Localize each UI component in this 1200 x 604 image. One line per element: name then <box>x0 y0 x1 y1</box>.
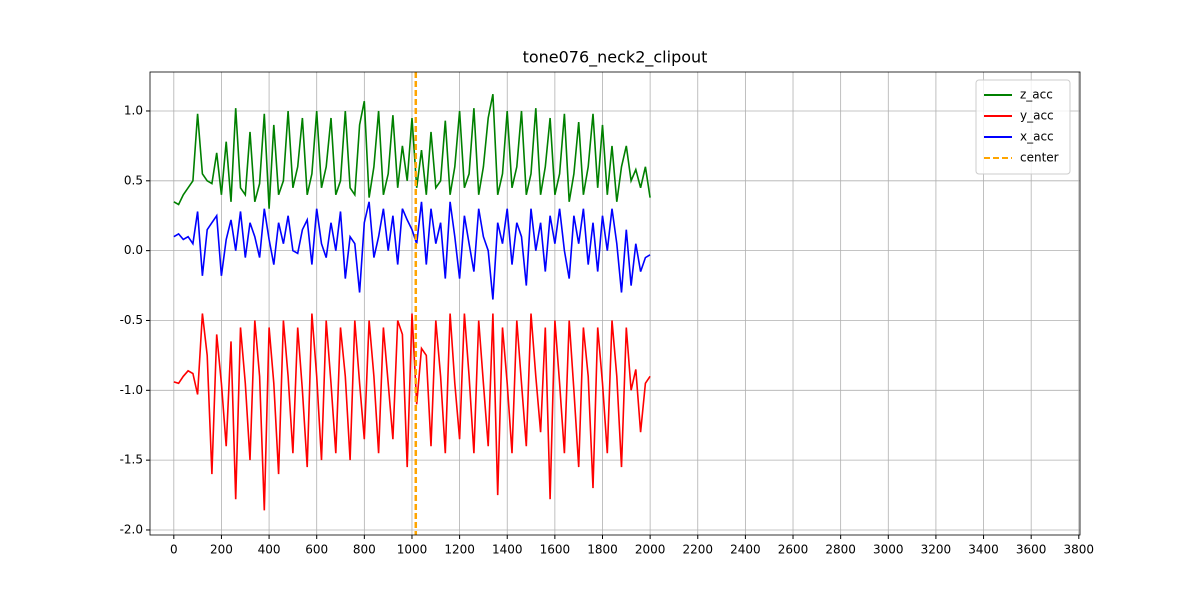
x-tick-label: 3400 <box>968 543 999 557</box>
y-tick-label: 1.0 <box>124 103 143 117</box>
x-tick-label: 1200 <box>444 543 475 557</box>
legend-label: y_acc <box>1020 109 1054 123</box>
x-tick-label: 600 <box>305 543 328 557</box>
line-series <box>173 201 651 300</box>
line-series <box>173 313 651 511</box>
x-tick-label: 1800 <box>587 543 618 557</box>
x-tick-label: 400 <box>258 543 281 557</box>
y-tick-label: -1.0 <box>120 383 143 397</box>
x-tick-label: 2800 <box>825 543 856 557</box>
line-series <box>173 94 651 209</box>
y-tick-label: 0.5 <box>124 173 143 187</box>
x-tick-label: 3200 <box>921 543 952 557</box>
y-tick-label: -1.5 <box>120 453 143 467</box>
chart-title: tone076_neck2_clipout <box>523 48 708 68</box>
y-tick-label: -2.0 <box>120 522 143 536</box>
x-tick-label: 0 <box>170 543 178 557</box>
x-tick-label: 800 <box>353 543 376 557</box>
legend-label: center <box>1020 151 1059 165</box>
x-tick-label: 1400 <box>492 543 523 557</box>
y-tick-label: -0.5 <box>120 313 143 327</box>
legend-label: z_acc <box>1020 88 1053 102</box>
x-tick-label: 2000 <box>635 543 666 557</box>
x-tick-label: 2200 <box>682 543 713 557</box>
x-tick-label: 2400 <box>730 543 761 557</box>
y-tick-label: 0.0 <box>124 243 143 257</box>
x-tick-label: 3600 <box>1016 543 1047 557</box>
legend-label: x_acc <box>1020 130 1054 144</box>
x-tick-label: 3000 <box>873 543 904 557</box>
legend <box>975 79 1071 175</box>
x-tick-label: 1000 <box>397 543 428 557</box>
plot-frame <box>149 71 1081 536</box>
x-tick-label: 3800 <box>1064 543 1095 557</box>
x-tick-label: 200 <box>210 543 233 557</box>
x-tick-label: 2600 <box>778 543 809 557</box>
x-tick-label: 1600 <box>540 543 571 557</box>
